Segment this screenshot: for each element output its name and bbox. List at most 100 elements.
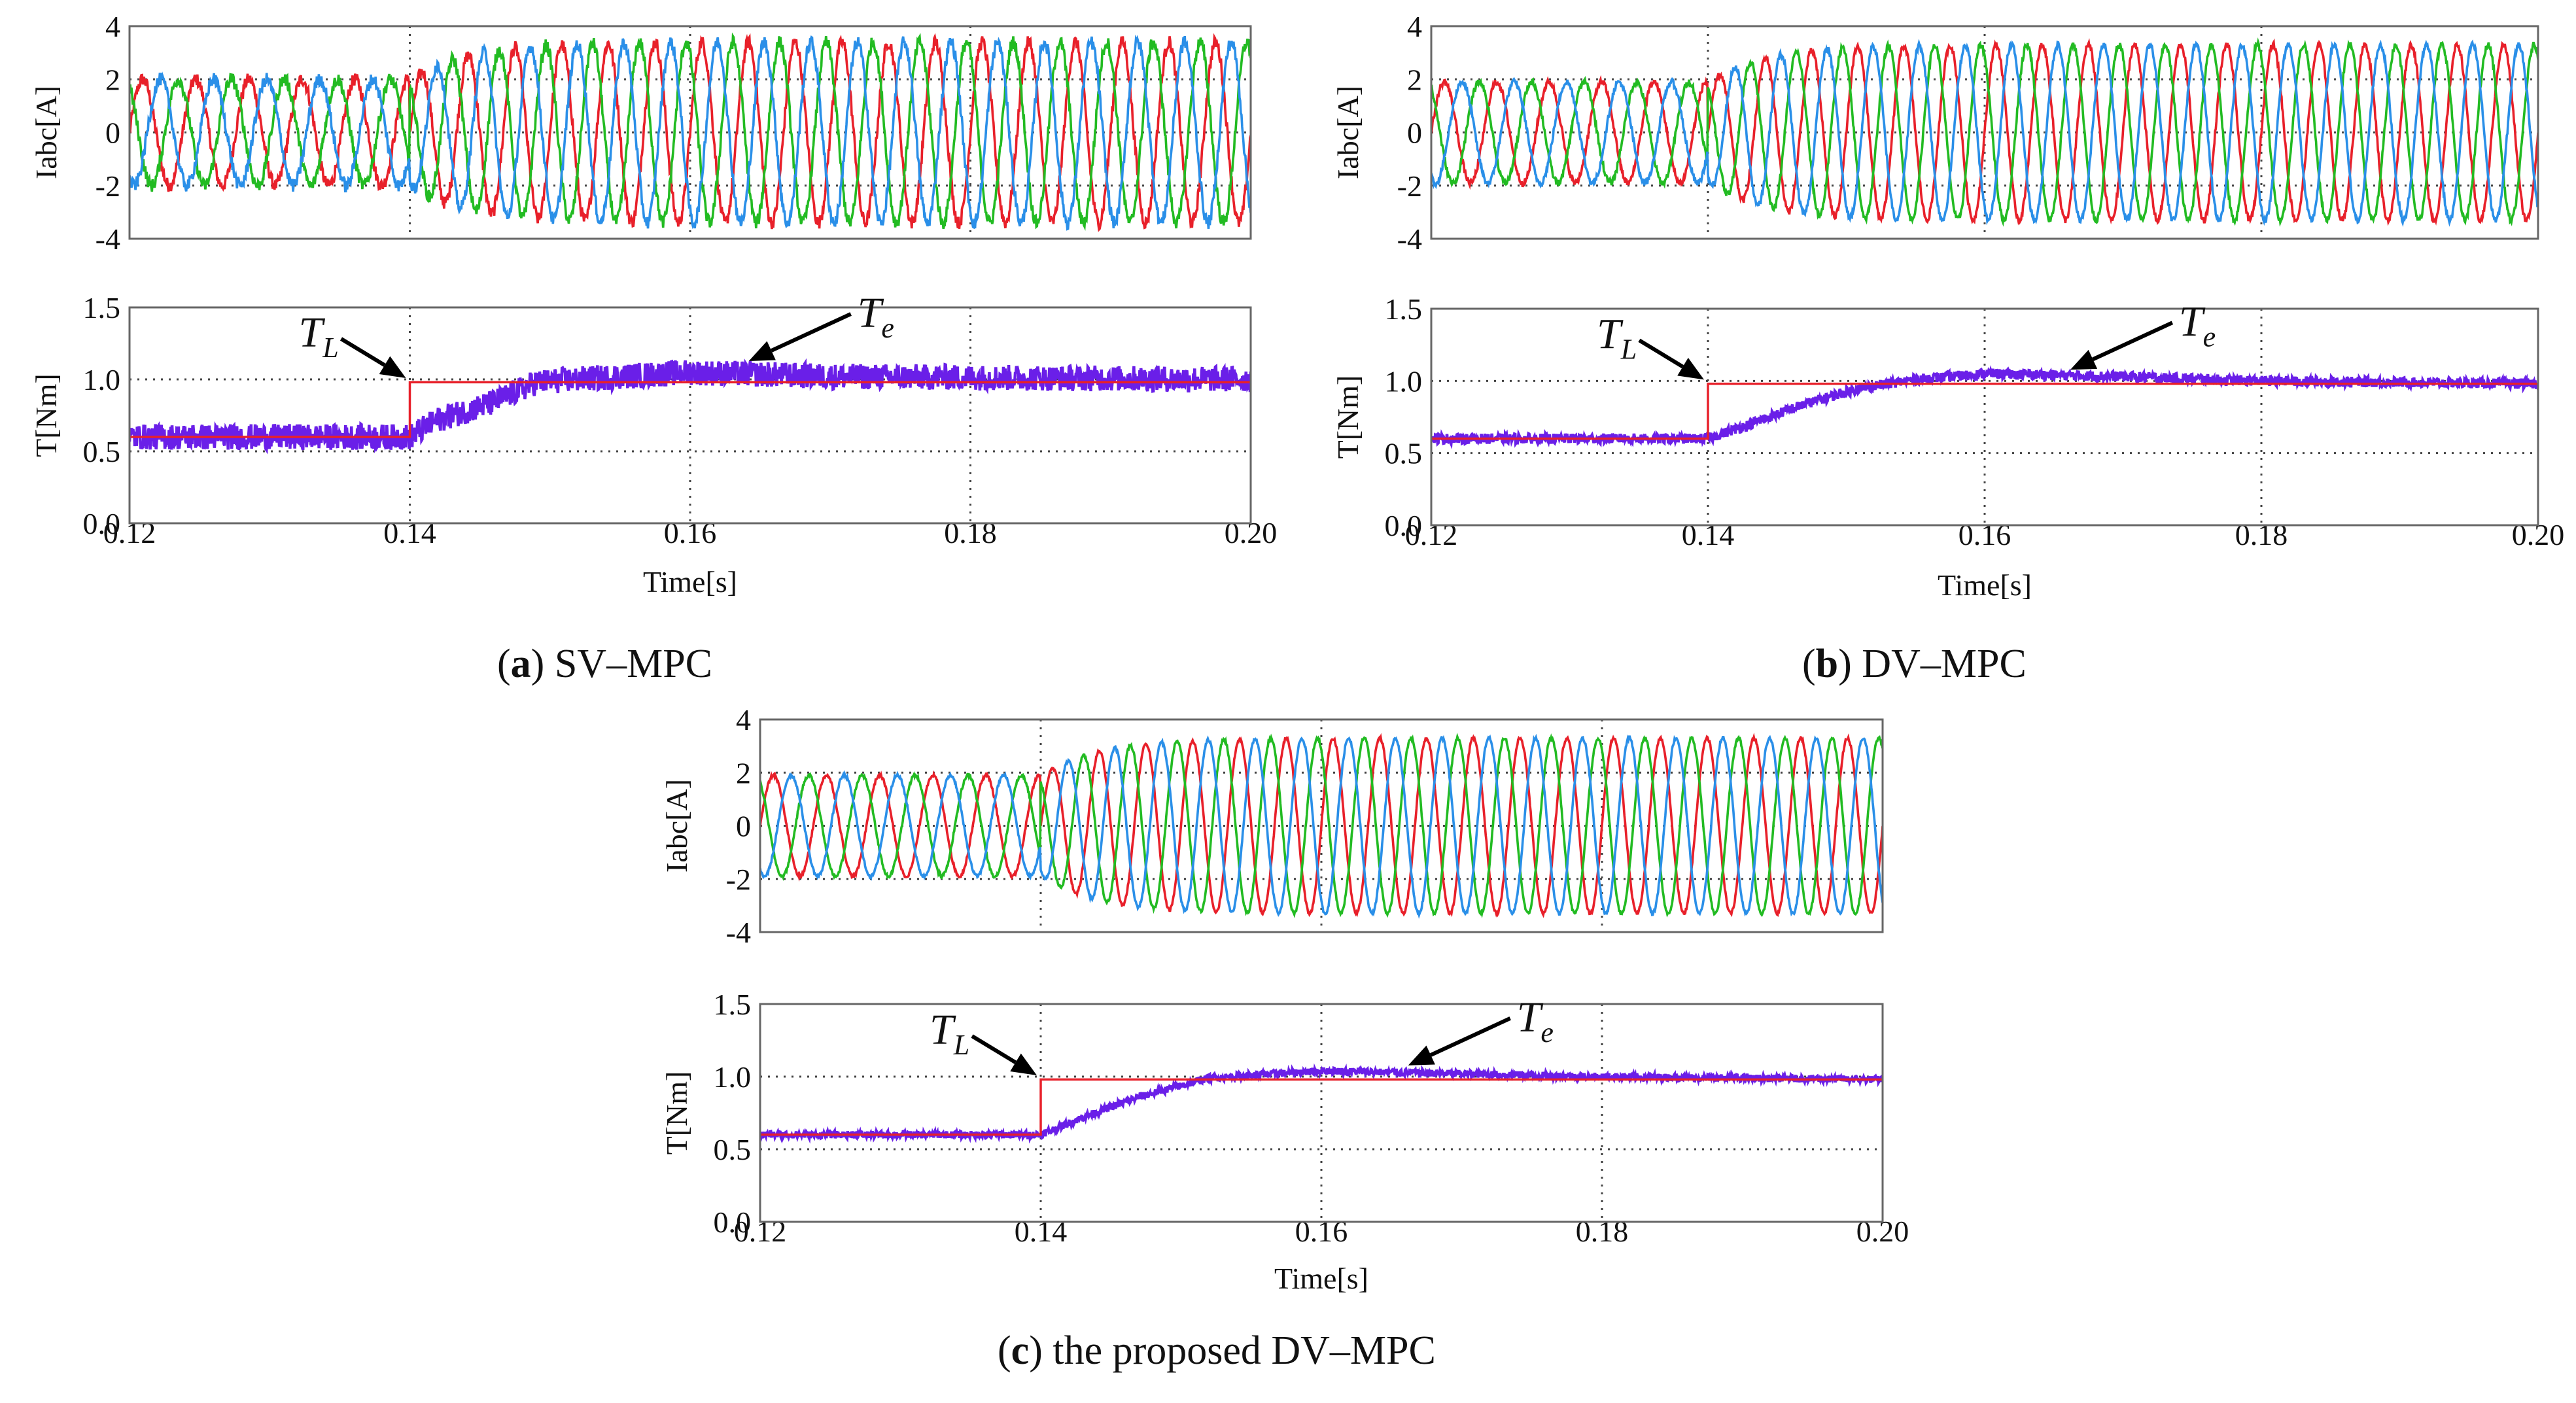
panel-a-torque-ytick-1: 1.0 <box>83 363 121 396</box>
panel-a-torque-TL-line <box>130 381 1251 438</box>
panel-c-torque-ytick-1: 1.0 <box>714 1060 752 1094</box>
panel-c-torque-ytick-2: 0.5 <box>714 1133 752 1166</box>
panel-c-arrow-TL-head <box>1010 1053 1037 1075</box>
panel-a-torque-ytick-2: 0.5 <box>83 435 121 468</box>
panel-c-current-Ic-line <box>760 733 1883 919</box>
caption-b: (b) DV–MPC <box>1802 642 2027 686</box>
panel-c-torque-Te-line <box>760 1063 1883 1144</box>
panel-b-arrow-TL-head <box>1677 357 1704 380</box>
panel-c-label-Te: Te <box>1517 994 1554 1048</box>
panel-b-current-Ib-line <box>1431 37 2538 227</box>
panel-b-label-Te-base: T <box>2179 298 2206 345</box>
panel-c-arrow-Te-head <box>1408 1045 1435 1065</box>
caption-a: (a) SV–MPC <box>497 642 713 686</box>
panel-c-current-Ia-line <box>760 733 1883 918</box>
panel-b-torque-ytick-1: 1.0 <box>1385 364 1423 398</box>
panel-c-xtick-1: 0.14 <box>1015 1215 1068 1248</box>
panel-c-torque-TL-line <box>760 1078 1883 1136</box>
panel-c-label-TL-base: T <box>930 1006 956 1054</box>
panel-c-label-TL: TL <box>930 1006 969 1061</box>
panel-b-arrow-TL-shaft <box>1638 338 1684 369</box>
panel-b-arrow-Te-head <box>2070 349 2098 370</box>
panel-a-label-Te-base: T <box>858 289 884 337</box>
panel-b-current-Ia-line <box>1431 38 2538 226</box>
panel-c-arrow-Te-shaft <box>1429 1016 1511 1057</box>
panel-c-label-Te-base: T <box>1517 994 1544 1041</box>
panel-b-torque-ytick-0: 1.5 <box>1385 292 1423 326</box>
panel-a-label-TL: TL <box>299 309 339 364</box>
panel-c-label-Te-sub: e <box>1540 1016 1554 1048</box>
panel-a-current-Ic-line <box>130 34 1251 231</box>
panel-a-arrow-Te-head <box>748 341 776 361</box>
panel-b-current-ytick-3: -2 <box>1397 169 1422 203</box>
panel-b-current-ytick-0: 4 <box>1407 10 1422 43</box>
panel-b-xlabel: Time[s] <box>1938 568 2032 602</box>
panel-a-current-ytick-0: 4 <box>105 10 120 43</box>
panel-b-torque-ytick-2: 0.5 <box>1385 437 1423 470</box>
panel-a-current-ytick-1: 2 <box>105 63 120 96</box>
panel-b-current-ylabel: Iabc[A] <box>1331 86 1365 179</box>
panel-a-current-ytick-2: 0 <box>105 116 120 150</box>
panel-b-torque-Te-line <box>1431 365 2538 449</box>
panel-c-current-ytick-3: -2 <box>726 863 751 896</box>
panel-a-arrow-TL-head <box>379 356 406 378</box>
panel-a-xlabel: Time[s] <box>643 565 737 598</box>
panel-a-current-frame <box>128 25 1252 240</box>
panel-a-xtick-1: 0.14 <box>383 516 436 549</box>
panel-a-torque-ytick-3: 0.0 <box>83 507 121 540</box>
panel-c-torque-ytick-3: 0.0 <box>714 1205 752 1239</box>
panel-a-arrow-Te-shaft <box>770 312 852 353</box>
panel-c-torque-ylabel: T[Nm] <box>660 1071 693 1155</box>
panel-b-label-Te: Te <box>2179 298 2216 353</box>
panel-c-current-ytick-4: -4 <box>726 916 751 949</box>
panel-c-current-ylabel: Iabc[A] <box>660 779 693 873</box>
panel-a-torque-ylabel: T[Nm] <box>29 373 63 457</box>
panel-b-xtick-2: 0.16 <box>1958 518 2011 551</box>
panel-c-arrow-TL-shaft <box>971 1034 1017 1064</box>
panel-b-torque-frame <box>1430 307 2539 527</box>
panel-b-current-frame <box>1430 25 2539 240</box>
panel-a-current-Ia-line <box>130 33 1251 232</box>
panel-a-xtick-3: 0.18 <box>944 516 997 549</box>
panel-b-torque-ytick-3: 0.0 <box>1385 509 1423 542</box>
panel-b-current-ytick-2: 0 <box>1407 116 1422 150</box>
panel-b-current-ytick-1: 2 <box>1407 63 1422 96</box>
panel-c-xtick-3: 0.18 <box>1576 1215 1629 1248</box>
panel-c-current-ytick-2: 0 <box>736 810 751 843</box>
panel-a-current-ytick-3: -2 <box>96 169 120 203</box>
panel-a-label-TL-base: T <box>299 309 326 356</box>
panel-a-label-TL-sub: L <box>322 332 338 364</box>
panel-a-xtick-2: 0.16 <box>664 516 717 549</box>
panel-a-label-Te-sub: e <box>881 312 894 344</box>
panel-c-torque-frame <box>759 1003 1884 1223</box>
panel-c-current-ytick-1: 2 <box>736 756 751 789</box>
panel-b-label-TL-sub: L <box>1620 333 1637 365</box>
panel-a-torque-Te-line <box>130 358 1251 455</box>
panel-b-torque-ylabel: T[Nm] <box>1331 375 1365 459</box>
panel-a-torque-ytick-0: 1.5 <box>83 291 121 324</box>
panel-b-label-Te-sub: e <box>2203 320 2216 353</box>
panel-b-arrow-Te-shaft <box>2092 320 2174 362</box>
panel-c-torque-ytick-0: 1.5 <box>714 988 752 1021</box>
panel-b-current-ytick-4: -4 <box>1397 222 1422 256</box>
panel-a-arrow-TL-shaft <box>339 337 386 367</box>
panel-b-label-TL: TL <box>1597 310 1637 365</box>
panel-c-current-Ib-line <box>760 733 1883 918</box>
panel-a-current-ylabel: Iabc[A] <box>29 86 63 179</box>
panel-b-xtick-1: 0.14 <box>1682 518 1735 551</box>
panel-c-current-ytick-0: 4 <box>736 703 751 736</box>
panel-a-torque-frame <box>128 306 1252 525</box>
panel-b-current-Ic-line <box>1431 39 2538 228</box>
panel-c-current-frame <box>759 718 1884 933</box>
panel-b-label-TL-base: T <box>1597 310 1624 358</box>
panel-a-current-Ib-line <box>130 32 1251 232</box>
panel-a-label-Te: Te <box>858 289 894 344</box>
panel-c-xtick-2: 0.16 <box>1295 1215 1348 1248</box>
panel-c-label-TL-sub: L <box>953 1029 969 1061</box>
panel-a-current-ytick-4: -4 <box>96 222 120 256</box>
caption-c: (c) the proposed DV–MPC <box>998 1328 1436 1373</box>
